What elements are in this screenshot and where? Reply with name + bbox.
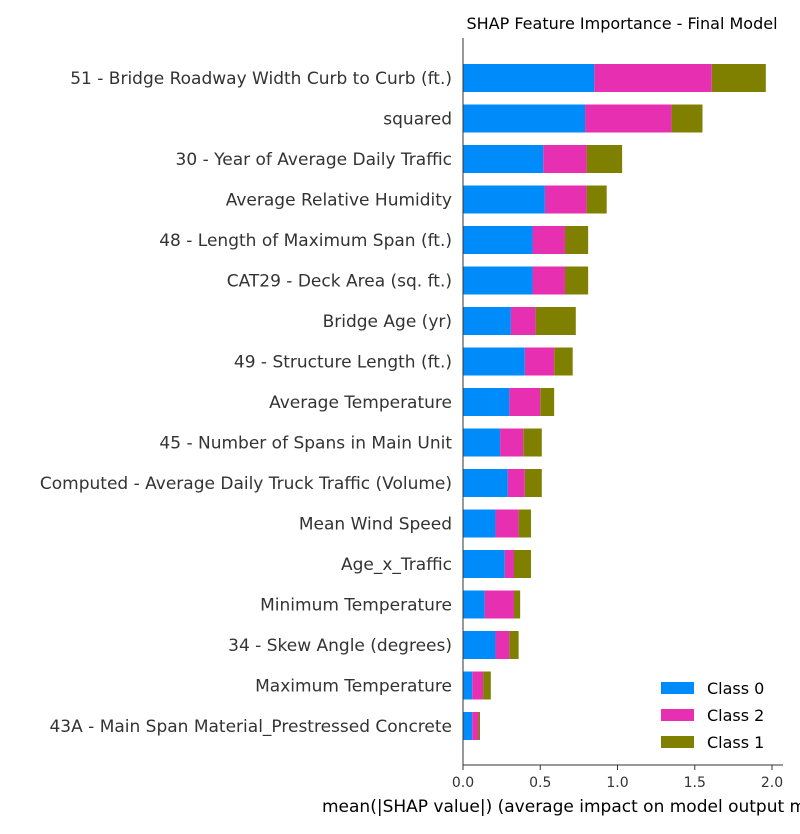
feature-label: squared <box>383 110 452 130</box>
bar-class-1-14 <box>513 590 521 619</box>
legend: Class 0 Class 2 Class 1 <box>661 679 764 752</box>
bar-class-1-17 <box>478 712 480 740</box>
feature-label: Minimum Temperature <box>260 596 452 616</box>
bar-class-0-14 <box>463 590 485 619</box>
legend-label-class-0: Class 0 <box>707 679 764 698</box>
feature-label: 43A - Main Span Material_Prestressed Con… <box>49 717 452 737</box>
bar-class-2-15 <box>495 631 510 659</box>
bar-class-2-4 <box>544 185 587 214</box>
feature-label: Mean Wind Speed <box>299 515 452 535</box>
bar-class-0-16 <box>463 671 473 700</box>
bar-class-0-8 <box>463 347 525 376</box>
bar-class-1-15 <box>509 631 519 659</box>
bar-class-0-6 <box>463 266 533 295</box>
chart-title: SHAP Feature Importance - Final Model <box>466 14 777 33</box>
bar-class-0-10 <box>463 428 501 457</box>
feature-label: Computed - Average Daily Truck Traffic (… <box>40 474 452 494</box>
legend-label-class-2: Class 2 <box>707 706 764 725</box>
bar-class-0-2 <box>463 104 586 133</box>
bar-class-1-5 <box>564 226 589 254</box>
feature-label: Average Relative Humidity <box>226 191 452 211</box>
bar-class-0-13 <box>463 550 505 578</box>
feature-label: 45 - Number of Spans in Main Unit <box>159 434 452 454</box>
bar-class-2-2 <box>585 104 672 133</box>
bar-class-1-4 <box>586 185 607 214</box>
bar-class-2-10 <box>500 428 524 457</box>
bar-class-2-5 <box>532 226 565 254</box>
legend-swatch-class-1 <box>661 736 694 748</box>
legend-swatch-class-2 <box>661 709 694 721</box>
bar-class-2-3 <box>543 145 587 173</box>
feature-label: 51 - Bridge Roadway Width Curb to Curb (… <box>70 69 452 89</box>
feature-label: Bridge Age (yr) <box>323 312 452 332</box>
bar-class-0-12 <box>463 509 496 538</box>
bar-class-1-2 <box>671 104 703 133</box>
bar-class-2-7 <box>510 307 536 335</box>
bar-class-0-11 <box>463 469 508 497</box>
bar-class-2-11 <box>507 469 525 497</box>
bar-class-1-10 <box>523 428 542 457</box>
bar-class-1-11 <box>524 469 542 497</box>
x-tick-label: 0.0 <box>452 775 474 791</box>
bar-class-2-1 <box>594 64 712 92</box>
feature-label: 34 - Skew Angle (degrees) <box>228 636 452 656</box>
bar-class-0-15 <box>463 631 496 659</box>
legend-swatch-class-0 <box>661 682 694 694</box>
bar-class-0-17 <box>463 712 473 740</box>
bar-class-2-8 <box>524 347 555 376</box>
bar-class-0-4 <box>463 185 545 214</box>
bar-class-2-6 <box>532 266 565 295</box>
feature-labels: 51 - Bridge Roadway Width Curb to Curb (… <box>40 69 452 737</box>
bar-class-0-9 <box>463 388 510 416</box>
bar-class-2-16 <box>472 671 484 700</box>
x-axis-ticks: 0.0 0.5 1.0 1.5 2.0 <box>452 765 783 791</box>
x-tick-label: 0.5 <box>529 775 551 791</box>
bar-class-1-6 <box>564 266 589 295</box>
bar-class-1-13 <box>513 550 531 578</box>
bar-class-1-3 <box>586 145 623 173</box>
bar-class-1-8 <box>554 347 573 376</box>
bar-class-0-5 <box>463 226 533 254</box>
bar-class-0-7 <box>463 307 511 335</box>
bar-class-1-1 <box>711 64 766 92</box>
bar-class-1-16 <box>483 671 491 700</box>
bar-class-0-3 <box>463 145 544 173</box>
feature-label: Age_x_Traffic <box>341 555 452 575</box>
x-tick-label: 1.0 <box>606 775 628 791</box>
bar-class-2-12 <box>495 509 519 538</box>
x-axis-title: mean(|SHAP value|) (average impact on mo… <box>322 797 800 817</box>
bar-class-2-9 <box>509 388 541 416</box>
feature-label: 30 - Year of Average Daily Traffic <box>176 150 452 170</box>
bar-class-2-14 <box>484 590 514 619</box>
legend-label-class-1: Class 1 <box>707 733 764 752</box>
bar-class-2-13 <box>504 550 514 578</box>
bar-class-1-7 <box>535 307 576 335</box>
feature-label: 48 - Length of Maximum Span (ft.) <box>159 231 452 251</box>
x-tick-label: 2.0 <box>761 775 783 791</box>
bars-layer <box>463 64 766 740</box>
feature-label: CAT29 - Deck Area (sq. ft.) <box>227 272 452 292</box>
bar-class-0-1 <box>463 64 595 92</box>
bar-class-2-17 <box>472 712 479 740</box>
x-tick-label: 1.5 <box>684 775 706 791</box>
feature-label: Average Temperature <box>269 393 452 413</box>
bar-class-1-9 <box>540 388 555 416</box>
feature-label: Maximum Temperature <box>255 677 452 697</box>
bar-class-1-12 <box>518 509 531 538</box>
feature-label: 49 - Structure Length (ft.) <box>234 353 452 373</box>
